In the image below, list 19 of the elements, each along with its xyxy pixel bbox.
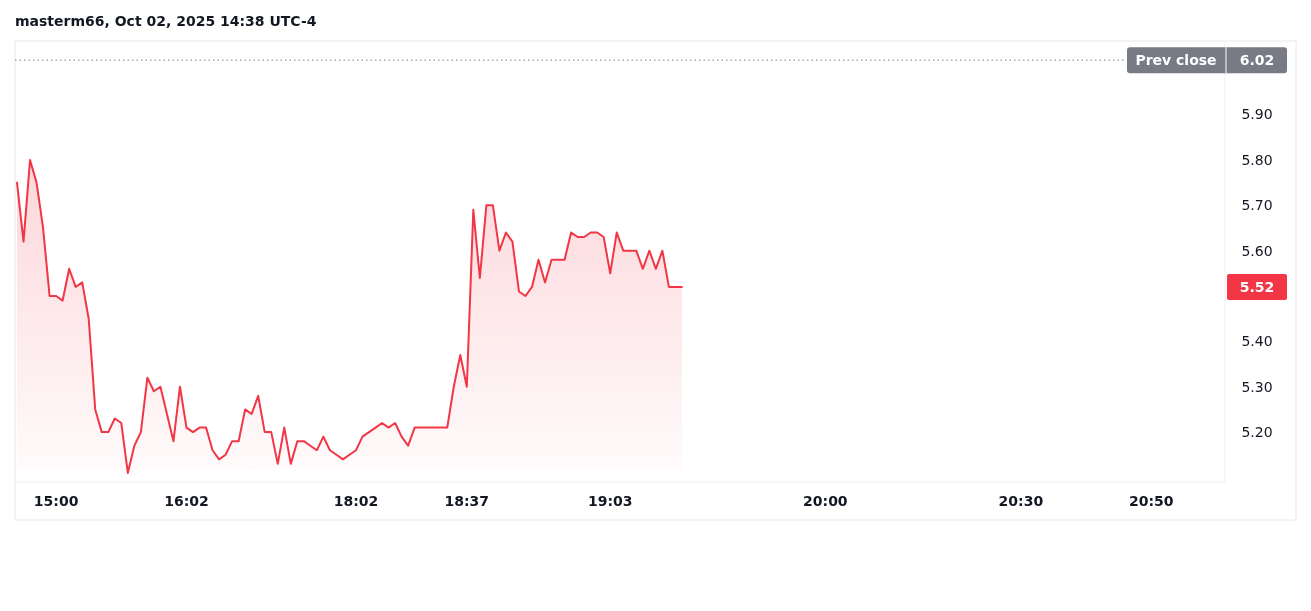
y-tick-label: 5.40 xyxy=(1241,333,1273,350)
y-tick-label: 5.60 xyxy=(1241,242,1273,259)
ref-line-label: Prev close xyxy=(1135,52,1217,69)
x-tick-label: 20:30 xyxy=(998,493,1044,509)
chart-title: masterm66, Oct 02, 2025 14:38 UTC-4 xyxy=(15,13,317,29)
y-tick-label: 5.70 xyxy=(1241,197,1273,214)
x-tick-label: 16:02 xyxy=(164,493,209,509)
y-tick-label: 5.20 xyxy=(1241,424,1273,440)
x-tick-label: 20:00 xyxy=(803,493,848,509)
y-tick-label: 5.90 xyxy=(1241,106,1273,123)
text: 5.52 xyxy=(1239,278,1275,295)
y-tick-label: 5.30 xyxy=(1241,378,1273,395)
x-tick-label: 18:02 xyxy=(333,493,379,509)
x-tick-label: 15:00 xyxy=(33,493,79,509)
text: 6.02 xyxy=(1239,52,1275,69)
y-tick-label: 5.80 xyxy=(1241,151,1273,168)
x-tick-label: 19:03 xyxy=(587,493,633,509)
x-tick-label: 18:37 xyxy=(444,493,490,509)
x-tick-label: 20:50 xyxy=(1129,493,1174,509)
